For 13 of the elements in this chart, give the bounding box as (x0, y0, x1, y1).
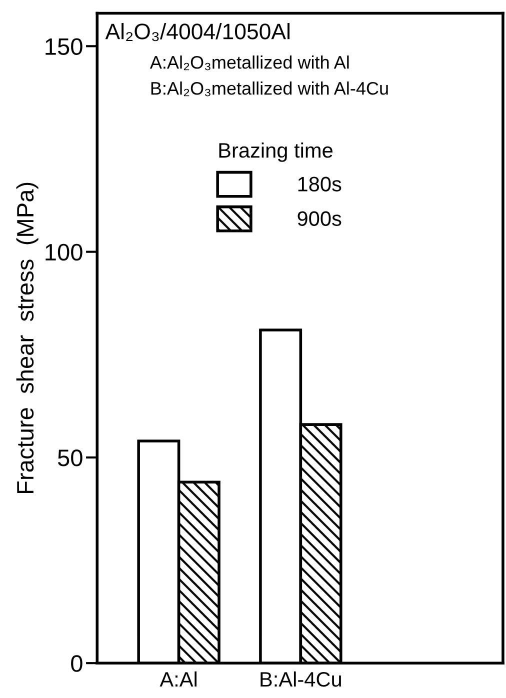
legend-title: Brazing time (219, 142, 332, 162)
y-axis-title: Fracture shear stress (MPa) (16, 182, 38, 494)
legend-label: 180s (298, 176, 342, 192)
annotation: B:Al₂O₃metallized with Al-4Cu (151, 81, 388, 96)
y-tick-label: 150 (46, 38, 82, 55)
annotation: Al₂O₃/4004/1050Al (105, 23, 290, 42)
annotation: A:Al₂O₃metallized with Al (150, 56, 349, 70)
y-tick-label: 100 (46, 244, 82, 261)
x-tick-label: A:Al (160, 671, 197, 687)
x-tick-label: B:Al-4Cu (260, 671, 341, 687)
y-tick-label: 50 (58, 450, 82, 466)
legend-label: 900s (298, 211, 342, 226)
y-tick-label: 0 (71, 655, 82, 672)
